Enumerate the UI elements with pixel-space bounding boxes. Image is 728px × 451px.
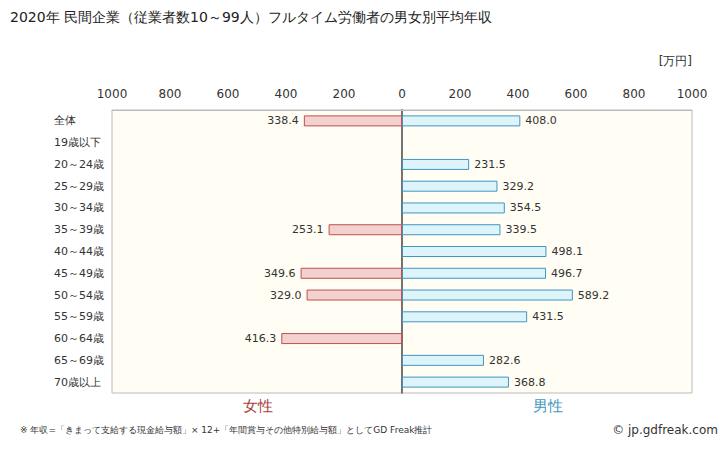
svg-text:231.5: 231.5 xyxy=(474,158,506,171)
svg-text:253.1: 253.1 xyxy=(292,223,324,236)
svg-text:338.4: 338.4 xyxy=(267,114,299,127)
svg-text:498.1: 498.1 xyxy=(551,245,583,258)
svg-text:282.6: 282.6 xyxy=(489,354,520,367)
svg-text:70歳以上: 70歳以上 xyxy=(54,376,101,389)
svg-text:496.7: 496.7 xyxy=(551,267,583,280)
svg-text:400: 400 xyxy=(275,87,298,101)
svg-text:339.5: 339.5 xyxy=(505,223,536,236)
svg-text:200: 200 xyxy=(333,87,356,101)
svg-text:女性: 女性 xyxy=(243,397,273,415)
svg-text:400: 400 xyxy=(507,87,530,101)
svg-text:408.0: 408.0 xyxy=(525,114,557,127)
svg-text:600: 600 xyxy=(217,87,240,101)
svg-text:60～64歳: 60～64歳 xyxy=(54,332,104,345)
svg-text:416.3: 416.3 xyxy=(245,332,277,345)
svg-text:30～34歳: 30～34歳 xyxy=(54,201,104,214)
svg-text:431.5: 431.5 xyxy=(532,310,564,323)
svg-text:354.5: 354.5 xyxy=(510,201,542,214)
svg-text:35～39歳: 35～39歳 xyxy=(54,223,104,236)
svg-text:200: 200 xyxy=(449,87,472,101)
svg-text:1000: 1000 xyxy=(677,87,708,101)
svg-text:19歳以下: 19歳以下 xyxy=(54,136,101,149)
svg-text:全体: 全体 xyxy=(54,114,76,127)
svg-text:1000: 1000 xyxy=(97,87,128,101)
svg-text:368.8: 368.8 xyxy=(514,376,546,389)
svg-text:20～24歳: 20～24歳 xyxy=(54,158,104,171)
svg-text:349.6: 349.6 xyxy=(264,267,296,280)
svg-text:45～49歳: 45～49歳 xyxy=(54,267,104,280)
svg-text:2020年 民間企業（従業者数10～99人）フルタイム労働者: 2020年 民間企業（従業者数10～99人）フルタイム労働者の男女別平均年収 xyxy=(10,9,492,25)
svg-text:[万円]: [万円] xyxy=(659,54,692,68)
svg-text:589.2: 589.2 xyxy=(578,289,610,302)
svg-text:※ 年収=「きまって支給する現金給与額」× 12+「年間賞与: ※ 年収=「きまって支給する現金給与額」× 12+「年間賞与その他特別給与額」と… xyxy=(20,425,432,435)
svg-text:800: 800 xyxy=(623,87,646,101)
svg-text:男性: 男性 xyxy=(533,397,563,415)
svg-text:65～69歳: 65～69歳 xyxy=(54,354,104,367)
svg-text:© jp.gdfreak.com: © jp.gdfreak.com xyxy=(612,423,718,437)
svg-text:40～44歳: 40～44歳 xyxy=(54,245,104,258)
svg-text:329.0: 329.0 xyxy=(270,289,302,302)
svg-text:329.2: 329.2 xyxy=(502,180,534,193)
svg-text:0: 0 xyxy=(398,87,406,101)
svg-text:800: 800 xyxy=(159,87,182,101)
svg-text:25～29歳: 25～29歳 xyxy=(54,180,104,193)
svg-text:55～59歳: 55～59歳 xyxy=(54,310,104,323)
svg-text:600: 600 xyxy=(565,87,588,101)
svg-text:50～54歳: 50～54歳 xyxy=(54,289,104,302)
